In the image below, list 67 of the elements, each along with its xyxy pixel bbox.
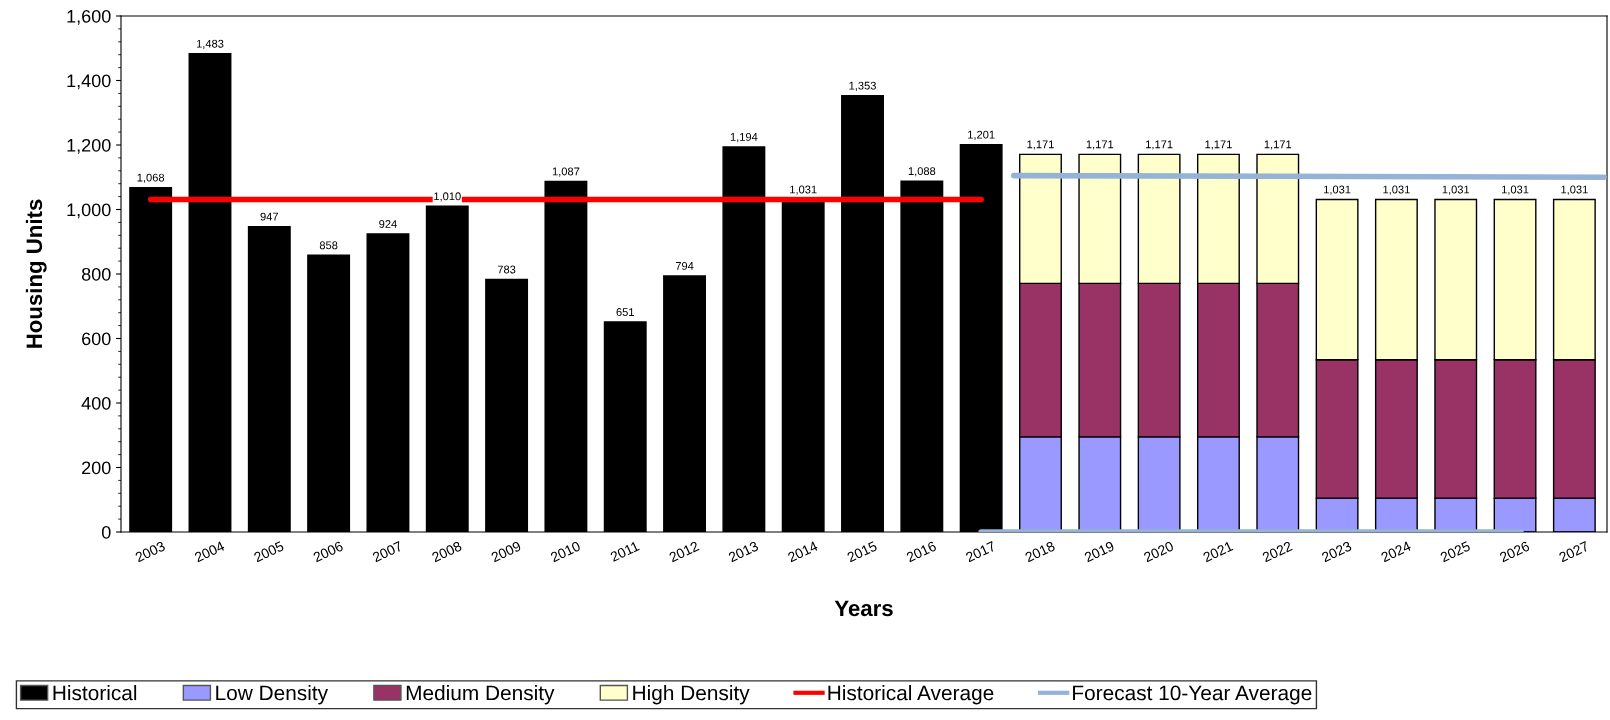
total-label: 1,031 (790, 185, 817, 195)
y-tick-label: 400 (81, 396, 111, 410)
x-tick-label: 2008 (431, 540, 463, 563)
total-label: 924 (379, 220, 397, 228)
total-label: 1,031 (1383, 185, 1410, 195)
y-tick-label: 600 (82, 332, 111, 346)
y-tick-label: 1,600 (67, 9, 111, 25)
x-tick-label: 2007 (372, 540, 403, 563)
y-tick-label: 0 (101, 525, 111, 539)
total-label: 1,087 (552, 167, 580, 177)
x-tick-label: 2017 (965, 540, 997, 563)
total-label: 1,031 (1502, 185, 1529, 195)
total-label: 1,171 (1027, 140, 1054, 150)
x-tick-label: 2010 (549, 540, 581, 563)
total-label: 1,483 (196, 39, 224, 49)
legend-label: Historical (53, 685, 137, 701)
total-label: 1,068 (137, 173, 165, 183)
total-label: 947 (260, 212, 279, 221)
x-tick-label: 2006 (312, 540, 344, 563)
total-label: 1,031 (1324, 185, 1351, 195)
x-tick-label: 2004 (194, 540, 226, 563)
x-tick-label: 2016 (905, 540, 937, 563)
x-tick-label: 2026 (1499, 540, 1531, 563)
x-tick-label: 2019 (1083, 540, 1115, 563)
total-label: 1,353 (849, 81, 876, 91)
y-tick-label: 1,000 (67, 203, 111, 219)
total-label: 1,194 (730, 133, 758, 143)
x-axis-title: Years (834, 600, 893, 617)
x-tick-label: 2009 (490, 540, 522, 563)
x-tick-label: 2018 (1024, 540, 1056, 563)
total-label: 1,010 (434, 192, 461, 202)
x-tick-label: 2005 (253, 540, 285, 563)
x-tick-label: 2020 (1143, 540, 1175, 563)
total-label: 651 (616, 308, 634, 316)
x-tick-label: 2021 (1202, 540, 1234, 563)
total-label: 858 (319, 241, 338, 250)
x-tick-label: 2022 (1261, 540, 1293, 563)
x-tick-label: 2011 (609, 540, 640, 562)
legend-label: High Density (633, 685, 750, 705)
legend-label: Low Density (216, 685, 329, 705)
x-tick-label: 2024 (1380, 540, 1412, 563)
legend-label: Forecast 10-Year Average (1073, 685, 1312, 705)
legend-label: Historical Average (828, 685, 994, 705)
x-tick-label: 2025 (1439, 540, 1471, 563)
total-label: 794 (675, 262, 694, 270)
y-tick-label: 800 (81, 267, 111, 281)
total-label: 1,171 (1086, 140, 1114, 150)
total-label: 1,031 (1442, 185, 1470, 195)
x-tick-label: 2014 (787, 540, 819, 563)
total-label: 1,171 (1205, 140, 1232, 150)
y-tick-label: 1,200 (67, 138, 111, 154)
y-axis-title: Housing Units (25, 199, 47, 348)
total-label: 1,088 (908, 167, 936, 177)
total-label: 1,171 (1264, 140, 1292, 150)
x-tick-label: 2012 (668, 540, 700, 563)
total-label: 1,171 (1146, 140, 1173, 150)
y-tick-label: 1,400 (67, 74, 111, 90)
total-label: 1,031 (1561, 185, 1588, 195)
x-tick-label: 2013 (727, 540, 759, 563)
total-label: 783 (497, 265, 516, 274)
x-tick-label: 2015 (846, 540, 878, 563)
x-tick-label: 2003 (134, 540, 166, 563)
total-label: 1,201 (968, 130, 995, 140)
x-tick-label: 2027 (1558, 540, 1590, 563)
x-tick-label: 2023 (1321, 540, 1353, 563)
legend-label: Medium Density (406, 685, 555, 705)
y-tick-label: 200 (82, 461, 111, 475)
